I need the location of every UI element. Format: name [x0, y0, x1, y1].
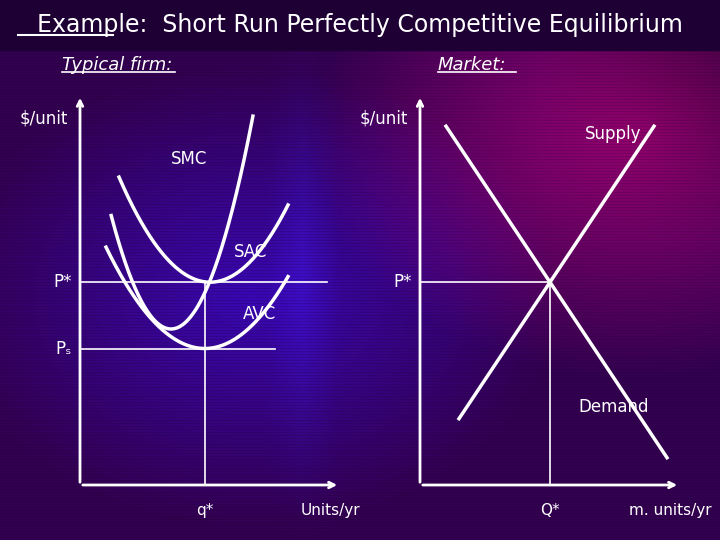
- Text: Example:  Short Run Perfectly Competitive Equilibrium: Example: Short Run Perfectly Competitive…: [37, 13, 683, 37]
- Text: Demand: Demand: [578, 398, 649, 416]
- Text: Supply: Supply: [585, 125, 641, 143]
- Text: m. units/yr: m. units/yr: [629, 503, 711, 518]
- Text: Units/yr: Units/yr: [300, 503, 360, 518]
- Text: P*: P*: [53, 273, 72, 291]
- Bar: [0, 0, 720, 50]
- Text: P*: P*: [394, 273, 412, 291]
- Text: q*: q*: [196, 503, 214, 518]
- Text: SMC: SMC: [171, 150, 207, 168]
- Text: SAC: SAC: [234, 243, 267, 261]
- Text: AVC: AVC: [243, 305, 276, 323]
- Text: $/unit: $/unit: [359, 110, 408, 128]
- Text: Market:: Market:: [438, 56, 506, 74]
- Text: Typical firm:: Typical firm:: [62, 56, 172, 74]
- Text: Q*: Q*: [540, 503, 560, 518]
- Text: $/unit: $/unit: [19, 110, 68, 128]
- Text: Pₛ: Pₛ: [55, 340, 72, 357]
